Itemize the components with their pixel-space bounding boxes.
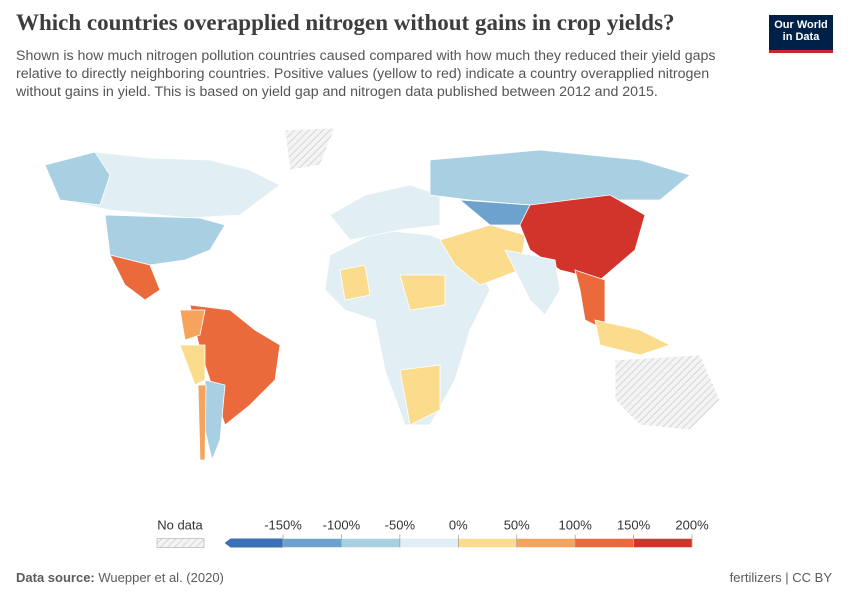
subtitle: Shown is how much nitrogen pollution cou…: [16, 48, 716, 100]
no-data-swatch: [156, 538, 205, 548]
legend-bin: [633, 538, 693, 548]
no-data-label: No data: [157, 517, 203, 532]
footer-right[interactable]: fertilizers | CC BY: [729, 570, 832, 585]
legend-tick-label: 50%: [504, 517, 530, 532]
legend-tick-label: 0%: [449, 517, 468, 532]
legend-tick-label: -150%: [264, 517, 302, 532]
source: Wuepper et al. (2020): [98, 570, 224, 585]
legend-bin: [458, 538, 517, 548]
source-label: Data source:: [16, 570, 95, 585]
legend-bin: [282, 538, 342, 548]
logo[interactable]: Our World in Data: [769, 15, 833, 53]
legend-arrow: [224, 538, 283, 548]
countries: [44, 127, 721, 462]
legend-tick-label: 150%: [617, 517, 651, 532]
title: Which countries overapplied nitrogen wit…: [16, 10, 675, 35]
legend-bin: [516, 538, 576, 548]
legend-tick-label: 100%: [559, 517, 593, 532]
legend-tick-label: -100%: [323, 517, 361, 532]
logo-line: Our World: [774, 19, 828, 31]
legend-tick-label: 200%: [675, 517, 709, 532]
legend-bin: [574, 538, 634, 548]
legend-bin: [341, 538, 401, 548]
logo-line: in Data: [782, 31, 820, 43]
legend-bin: [399, 538, 459, 548]
footer-source: Data source: Wuepper et al. (2020): [16, 570, 224, 585]
legend-tick-label: -50%: [385, 517, 416, 532]
